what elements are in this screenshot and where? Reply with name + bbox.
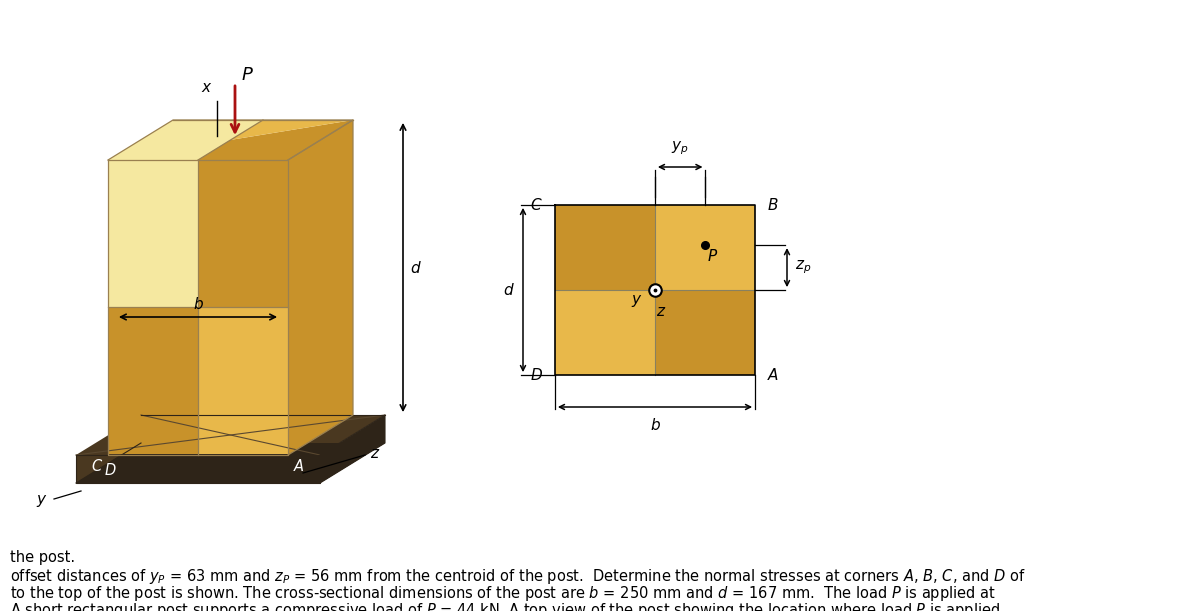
Polygon shape bbox=[198, 307, 288, 454]
Text: $b$: $b$ bbox=[192, 296, 204, 312]
Polygon shape bbox=[198, 120, 353, 160]
Polygon shape bbox=[230, 120, 353, 140]
Text: offset distances of $y_P$ = 63 mm and $z_P$ = 56 mm from the centroid of the pos: offset distances of $y_P$ = 63 mm and $z… bbox=[10, 567, 1026, 586]
Text: $b$: $b$ bbox=[649, 417, 660, 433]
Polygon shape bbox=[554, 290, 655, 375]
Polygon shape bbox=[554, 205, 655, 290]
Text: to the top of the post is shown. The cross-sectional dimensions of the post are : to the top of the post is shown. The cro… bbox=[10, 584, 996, 603]
Text: $P$: $P$ bbox=[241, 66, 254, 84]
Text: $y$: $y$ bbox=[631, 293, 643, 309]
Text: A short rectangular post supports a compressive load of $P$ = 44 kN. A top view : A short rectangular post supports a comp… bbox=[10, 601, 1001, 611]
Text: $A$: $A$ bbox=[293, 458, 305, 474]
Text: the post.: the post. bbox=[10, 550, 76, 565]
Polygon shape bbox=[655, 290, 755, 375]
Polygon shape bbox=[320, 415, 385, 483]
Polygon shape bbox=[108, 140, 230, 160]
Text: $z$: $z$ bbox=[656, 304, 666, 319]
Text: $d$: $d$ bbox=[410, 260, 421, 276]
Text: $z$: $z$ bbox=[370, 445, 380, 461]
Polygon shape bbox=[76, 415, 385, 455]
Polygon shape bbox=[140, 120, 263, 140]
Text: $z_p$: $z_p$ bbox=[796, 259, 811, 276]
Polygon shape bbox=[76, 455, 320, 483]
Text: $B$: $B$ bbox=[767, 197, 779, 213]
Text: $D$: $D$ bbox=[104, 462, 116, 478]
Text: $d$: $d$ bbox=[503, 282, 515, 298]
Polygon shape bbox=[76, 443, 385, 483]
Text: $A$: $A$ bbox=[767, 367, 779, 383]
Polygon shape bbox=[108, 307, 198, 454]
Text: $y_p$: $y_p$ bbox=[671, 139, 689, 157]
Text: $D$: $D$ bbox=[530, 367, 542, 383]
Polygon shape bbox=[655, 205, 755, 290]
Text: $C$: $C$ bbox=[91, 458, 103, 474]
Polygon shape bbox=[198, 160, 288, 307]
Polygon shape bbox=[108, 160, 198, 307]
Text: $y$: $y$ bbox=[36, 493, 48, 509]
Polygon shape bbox=[288, 120, 353, 455]
Text: $C$: $C$ bbox=[530, 197, 542, 213]
Text: $x$: $x$ bbox=[202, 80, 214, 95]
Text: $P$: $P$ bbox=[708, 248, 719, 264]
